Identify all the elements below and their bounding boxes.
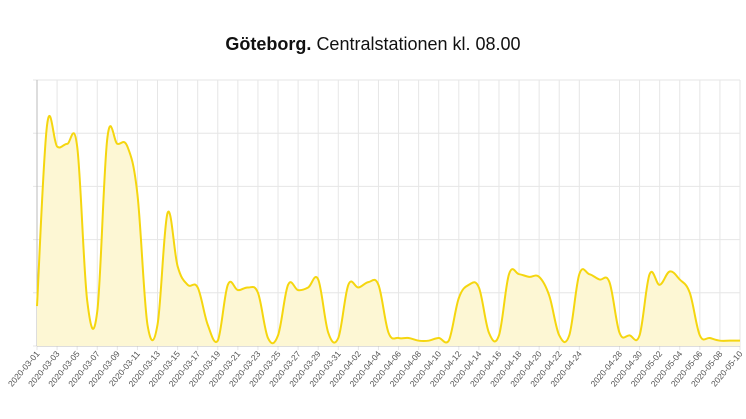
chart-title-rest: Centralstationen kl. 08.00 [316,34,521,54]
chart-title: Göteborg. Centralstationen kl. 08.00 [0,34,746,55]
chart-title-city: Göteborg. [225,34,312,54]
series-area-fill [37,115,740,346]
series-line [36,114,740,345]
